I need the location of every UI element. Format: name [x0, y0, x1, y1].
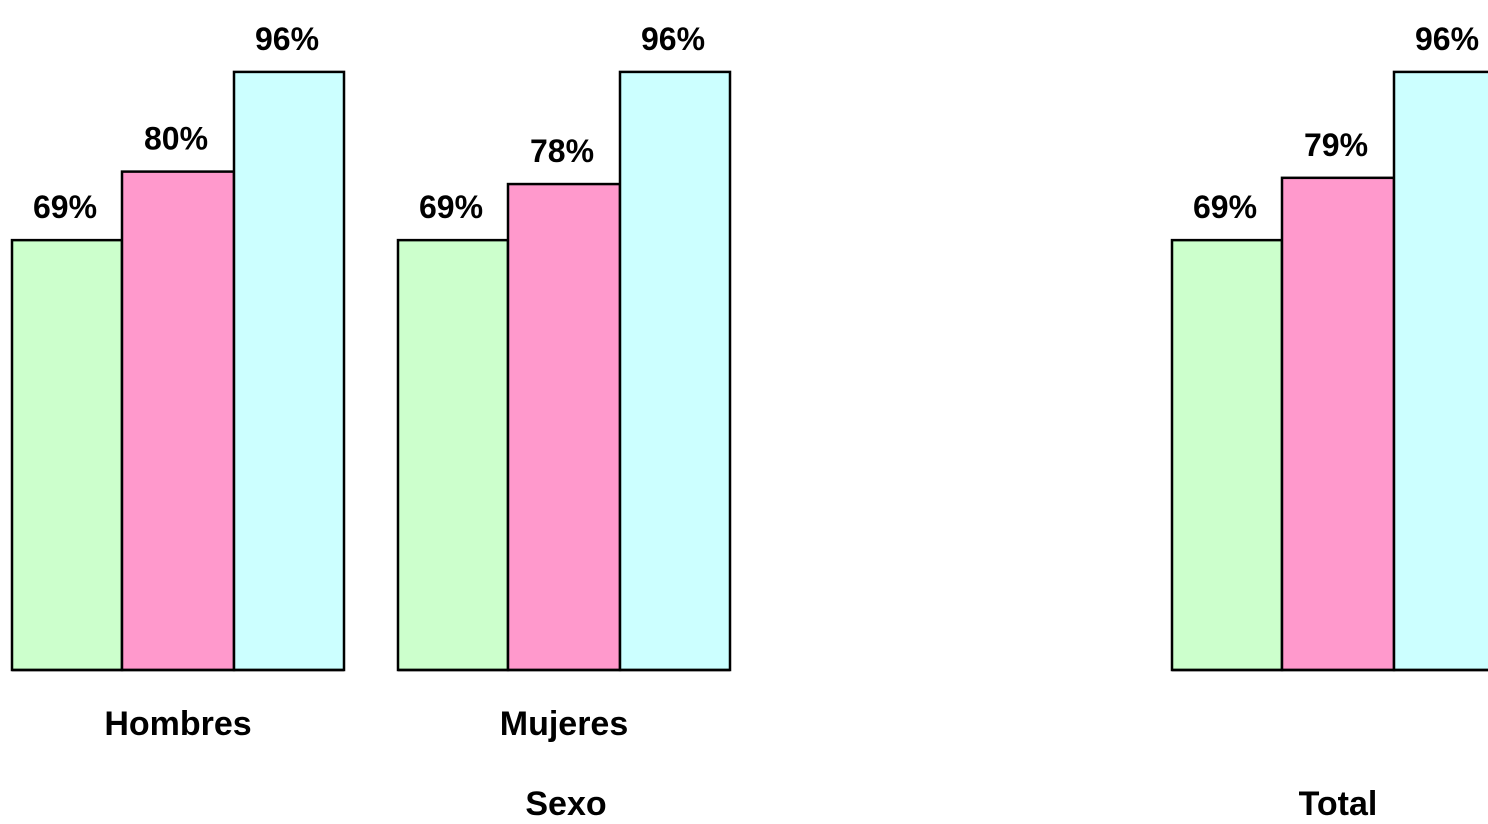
- bar: [396, 238, 510, 672]
- bar: [232, 70, 346, 672]
- bar: [618, 70, 732, 672]
- bar-cluster: 69% 78% 96% Mujeres: [396, 21, 732, 743]
- bar: [120, 170, 236, 672]
- category-label: Mujeres: [500, 705, 629, 743]
- group-label: Total: [1299, 785, 1378, 819]
- bar-value-label: 69%: [419, 189, 483, 225]
- bar: [1170, 238, 1284, 672]
- bar-value-label: 96%: [255, 21, 319, 57]
- bar: [506, 182, 622, 672]
- bar-value-label: 79%: [1304, 127, 1368, 163]
- bar: [1280, 176, 1396, 672]
- bar-value-label: 96%: [641, 21, 705, 57]
- category-label: Hombres: [104, 705, 251, 743]
- bar: [10, 238, 124, 672]
- bar-cluster: 69% 79% 96%: [1170, 21, 1488, 672]
- bar-value-label: 69%: [1193, 189, 1257, 225]
- bar-value-label: 69%: [33, 189, 97, 225]
- bar-value-label: 96%: [1415, 21, 1479, 57]
- bar-value-label: 80%: [144, 121, 208, 157]
- bar-value-label: 78%: [530, 133, 594, 169]
- bar-cluster: 69% 80% 96% Hombres: [10, 21, 346, 743]
- group-label: Sexo: [525, 785, 606, 819]
- bar: [1392, 70, 1488, 672]
